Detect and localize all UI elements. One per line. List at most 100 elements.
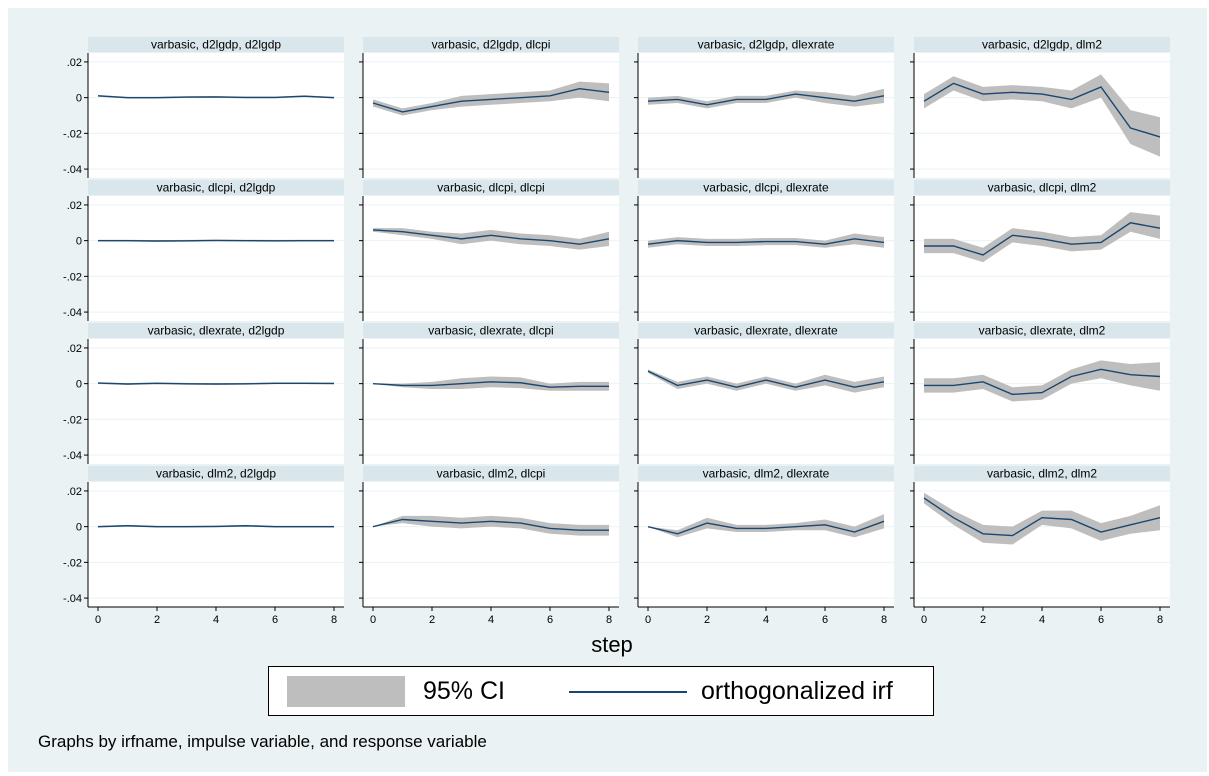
x-tick-label: 2 — [980, 614, 986, 626]
panel-title-bar — [363, 323, 619, 338]
panel-title-bar — [88, 180, 344, 195]
legend: 95% CI orthogonalized irf — [268, 666, 934, 716]
panel-plot-area — [638, 482, 894, 607]
x-tick-label: 4 — [763, 614, 769, 626]
panel-title-bar — [88, 323, 344, 338]
x-tick-label: 4 — [213, 614, 219, 626]
legend-irf-label: orthogonalized irf — [701, 677, 893, 705]
panel-plot-area — [88, 339, 344, 464]
ci-band — [648, 88, 884, 109]
y-tick-label: -.04 — [63, 164, 82, 176]
panel-title-bar — [363, 466, 619, 481]
ci-band — [648, 369, 884, 393]
ci-band — [924, 360, 1160, 402]
panel-plot-area — [363, 196, 619, 321]
y-tick-label: 0 — [76, 236, 82, 248]
x-tick-label: 0 — [645, 614, 651, 626]
x-axis-title: step — [591, 632, 633, 657]
panel-title: varbasic, dlm2, d2lgdp — [156, 467, 276, 481]
irf-line — [923, 497, 1161, 537]
y-tick-label: -.02 — [63, 557, 82, 569]
panel-title: varbasic, d2lgdp, dlcpi — [432, 38, 551, 52]
irf-line — [647, 93, 885, 106]
panel-title-bar — [363, 37, 619, 52]
x-tick-label: 8 — [1157, 614, 1163, 626]
panel-plot-area — [88, 482, 344, 607]
y-tick-label: .02 — [67, 200, 82, 212]
irf-line — [923, 82, 1161, 138]
panel-title: varbasic, d2lgdp, dlexrate — [698, 38, 835, 52]
irf-line — [372, 229, 610, 245]
x-tick-label: 8 — [881, 614, 887, 626]
panel-title-bar — [638, 37, 894, 52]
panel-plot-area — [914, 339, 1170, 464]
x-tick-label: 2 — [154, 614, 160, 626]
panel-title-bar — [88, 37, 344, 52]
irf-line — [647, 238, 885, 245]
panel-plot-area — [363, 53, 619, 178]
panel-title: varbasic, dlexrate, dlexrate — [694, 324, 838, 338]
irf-line — [372, 87, 610, 113]
y-tick-label: 0 — [76, 379, 82, 391]
y-tick-label: -.04 — [63, 307, 82, 319]
irf-line — [924, 368, 1161, 396]
ci-band — [373, 228, 609, 250]
x-tick-label: 0 — [95, 614, 101, 626]
x-tick-label: 6 — [822, 614, 828, 626]
x-tick-label: 6 — [272, 614, 278, 626]
x-tick-label: 2 — [704, 614, 710, 626]
ci-band — [924, 212, 1160, 263]
panel-title-bar — [638, 180, 894, 195]
panel-title-bar — [914, 466, 1170, 481]
y-tick-label: .02 — [67, 57, 82, 69]
panel-title: varbasic, dlcpi, d2lgdp — [157, 181, 276, 195]
panel-plot-area — [638, 339, 894, 464]
panel-title: varbasic, dlexrate, d2lgdp — [148, 324, 285, 338]
y-tick-label: -.02 — [63, 271, 82, 283]
irf-line — [97, 382, 335, 385]
irf-line — [647, 520, 885, 535]
legend-ci-label: 95% CI — [423, 677, 505, 705]
panel-title-bar — [914, 323, 1170, 338]
figure: varbasic, d2lgdp, d2lgdp .02 0 -.02 -.04 varb… — [8, 8, 1207, 772]
irf-line — [97, 95, 335, 99]
panel-title: varbasic, dlcpi, dlm2 — [988, 181, 1097, 195]
x-tick-label: 4 — [1039, 614, 1045, 626]
panel-plot-area — [88, 53, 344, 178]
panel-title-bar — [363, 180, 619, 195]
panel-plot-area — [363, 482, 619, 607]
x-tick-label: 8 — [606, 614, 612, 626]
irf-line — [372, 518, 609, 531]
panel-title-bar — [638, 323, 894, 338]
panel-plot-area — [638, 196, 894, 321]
irf-line — [98, 239, 334, 242]
panel-plot-area — [914, 482, 1170, 607]
ci-band — [648, 514, 884, 538]
panel-title: varbasic, dlcpi, dlexrate — [703, 181, 829, 195]
y-tick-label: .02 — [67, 486, 82, 498]
panel-title: varbasic, dlexrate, dlm2 — [979, 324, 1106, 338]
irf-line — [647, 370, 885, 388]
legend-irf-line-swatch — [569, 691, 687, 693]
panel-title: varbasic, dlm2, dlexrate — [703, 467, 830, 481]
legend-ci-swatch — [287, 676, 405, 707]
y-tick-label: -.02 — [63, 414, 82, 426]
x-tick-label: 6 — [547, 614, 553, 626]
panel-title-bar — [88, 466, 344, 481]
panel-title-bar — [638, 466, 894, 481]
panel-title-bar — [914, 180, 1170, 195]
y-tick-label: .02 — [67, 343, 82, 355]
x-tick-label: 6 — [1098, 614, 1104, 626]
panel-plot-area — [363, 339, 619, 464]
ci-band — [924, 74, 1160, 157]
panel-plot-area — [88, 196, 344, 321]
y-tick-label: -.02 — [63, 128, 82, 140]
x-tick-label: 0 — [921, 614, 927, 626]
x-tick-label: 8 — [331, 614, 337, 626]
x-tick-label: 4 — [488, 614, 494, 626]
panel-plot-area — [638, 53, 894, 178]
panel-title: varbasic, dlm2, dlcpi — [437, 467, 546, 481]
y-tick-label: 0 — [76, 93, 82, 105]
y-tick-label: -.04 — [63, 593, 82, 605]
irf-line — [97, 525, 334, 528]
